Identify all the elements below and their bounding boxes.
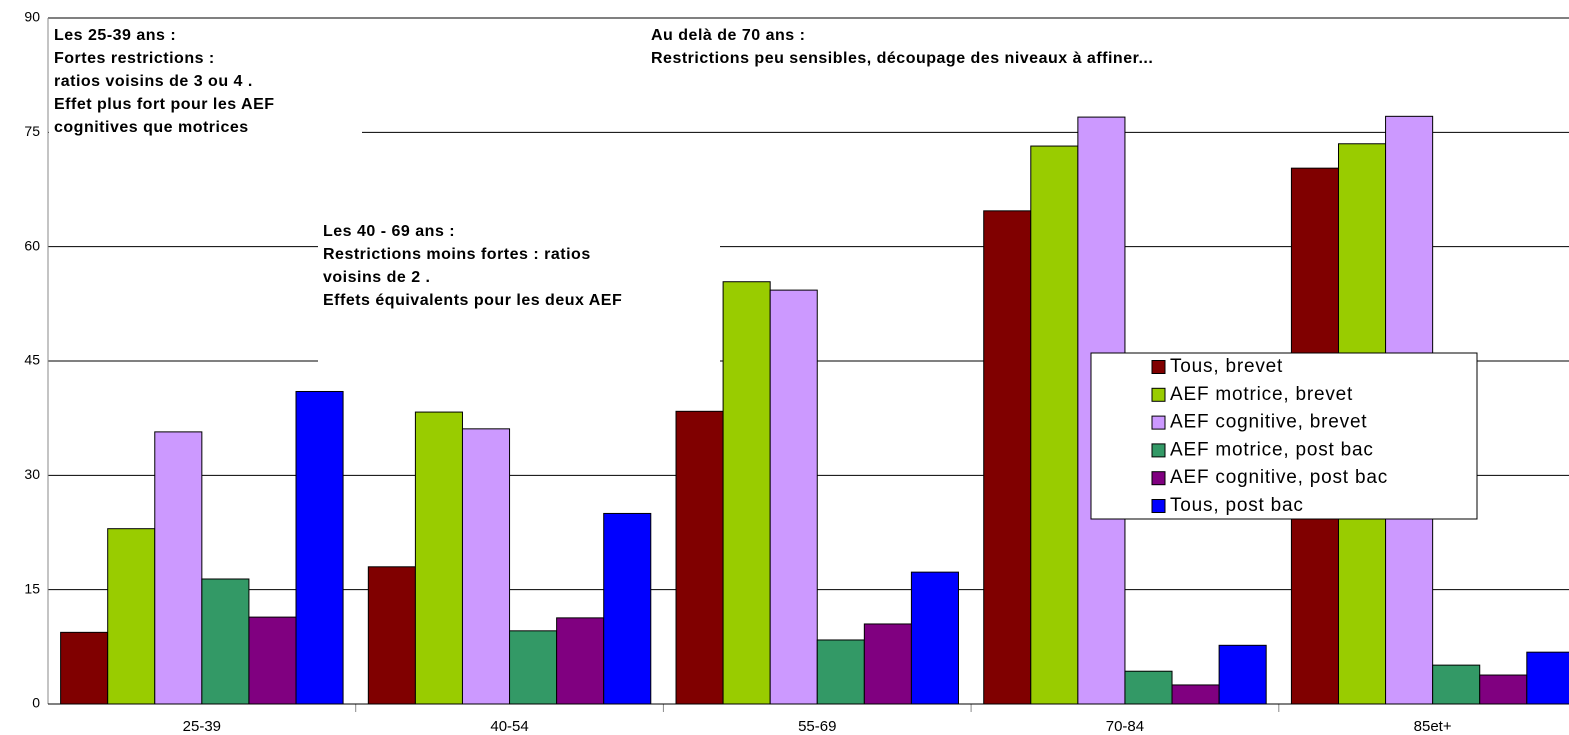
bar <box>509 630 558 705</box>
y-tick-label: 60 <box>24 237 40 253</box>
bar <box>769 289 818 705</box>
bar <box>1432 664 1481 705</box>
bar <box>248 616 297 705</box>
bar <box>1030 145 1079 705</box>
annotation: Fortes restrictions : <box>54 50 215 67</box>
annotation: Effet plus fort pour les AEF <box>54 96 275 113</box>
bar <box>1479 674 1528 705</box>
annotation: Les 25-39 ans : <box>54 27 176 44</box>
legend-swatch <box>1151 387 1166 402</box>
legend-label: AEF cognitive, post bac <box>1170 467 1388 488</box>
bar <box>556 617 605 705</box>
bar <box>722 281 771 705</box>
y-tick-label: 0 <box>32 695 40 711</box>
y-tick-label: 90 <box>24 9 40 25</box>
annotation: Au delà de 70 ans : <box>651 27 805 44</box>
y-tick-label: 45 <box>24 352 40 368</box>
bar <box>1124 670 1173 705</box>
bar <box>603 512 652 705</box>
annotation: Restrictions peu sensibles, découpage de… <box>651 50 1153 67</box>
x-tick-label: 70-84 <box>1106 718 1144 735</box>
legend-label: AEF cognitive, brevet <box>1170 412 1367 433</box>
legend-box <box>1090 352 1478 520</box>
x-tick-label: 55-69 <box>798 718 836 735</box>
annotation-bg <box>318 222 720 364</box>
bar <box>910 571 959 705</box>
bar <box>816 639 865 705</box>
y-tick-label: 30 <box>24 466 40 482</box>
annotation: ratios voisins de 3 ou 4 . <box>54 73 253 90</box>
bar <box>107 528 156 705</box>
annotation: voisins de 2 . <box>323 269 430 286</box>
bar <box>60 631 109 705</box>
legend-swatch <box>1151 471 1166 486</box>
bar <box>367 566 416 705</box>
bar <box>295 390 344 705</box>
x-tick-label: 85et+ <box>1414 718 1452 735</box>
legend-swatch <box>1151 443 1166 458</box>
bar <box>863 623 912 705</box>
annotation: cognitives que motrices <box>54 119 249 136</box>
legend-label: AEF motrice, post bac <box>1170 439 1374 460</box>
bar <box>414 411 463 705</box>
legend-label: Tous, brevet <box>1170 356 1283 377</box>
x-tick-label: 40-54 <box>490 718 528 735</box>
bar <box>1171 684 1220 705</box>
legend-label: Tous, post bac <box>1170 495 1304 516</box>
bar <box>201 578 250 705</box>
bar <box>1526 651 1569 705</box>
bar <box>983 210 1032 705</box>
annotation-bg <box>645 20 1275 70</box>
annotation: Effets équivalents pour les deux AEF <box>323 292 622 309</box>
legend-swatch <box>1151 415 1166 430</box>
bar <box>461 428 511 705</box>
annotation: Les 40 - 69 ans : <box>323 223 455 240</box>
legend-swatch <box>1151 360 1166 374</box>
bar <box>154 431 203 705</box>
bar <box>675 410 724 705</box>
bar <box>1218 644 1267 705</box>
legend-label: AEF motrice, brevet <box>1170 384 1353 405</box>
y-tick-label: 15 <box>24 580 40 596</box>
y-tick-label: 75 <box>24 123 40 139</box>
x-tick-label: 25-39 <box>183 718 221 735</box>
annotation-bg <box>49 20 362 138</box>
legend-swatch <box>1151 499 1166 513</box>
annotation: Restrictions moins fortes : ratios <box>323 246 591 263</box>
